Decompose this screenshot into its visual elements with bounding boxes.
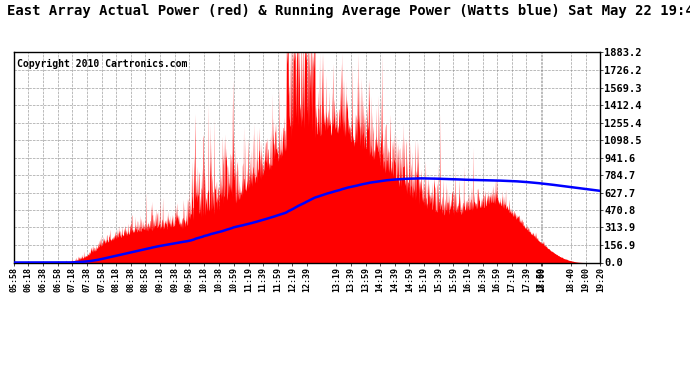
- Text: Copyright 2010 Cartronics.com: Copyright 2010 Cartronics.com: [17, 59, 187, 69]
- Text: East Array Actual Power (red) & Running Average Power (Watts blue) Sat May 22 19: East Array Actual Power (red) & Running …: [7, 4, 690, 18]
